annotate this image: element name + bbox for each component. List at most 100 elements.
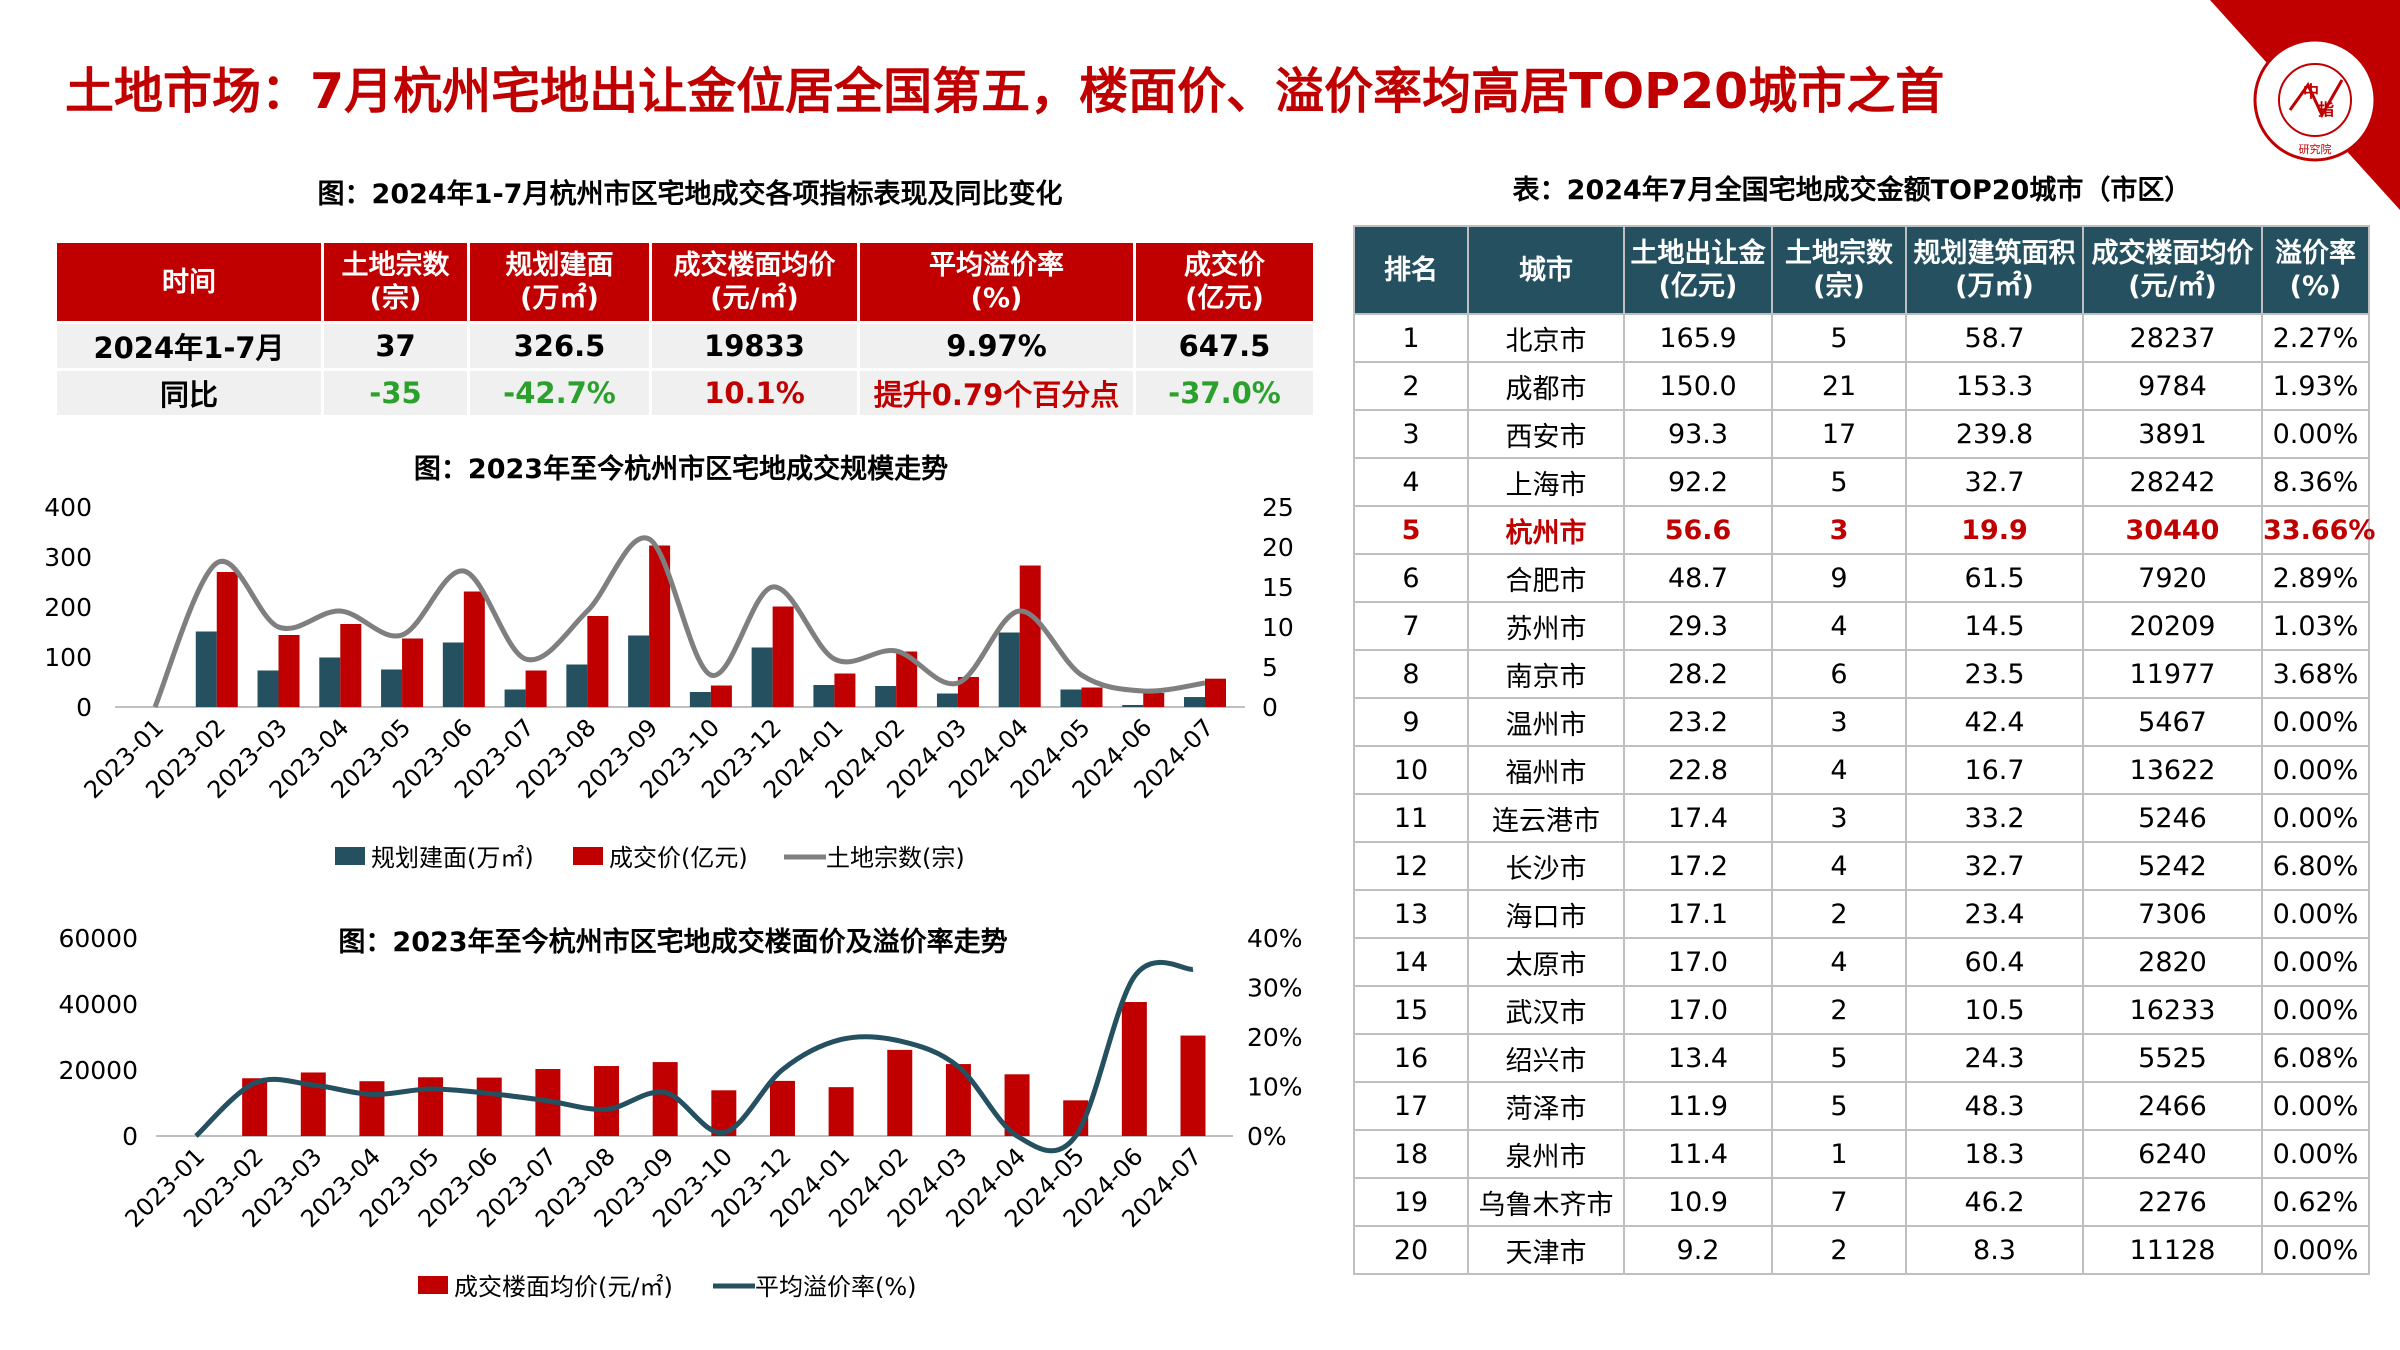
table-cell: 绍兴市: [1467, 1033, 1625, 1083]
table-cell: 太原市: [1467, 937, 1625, 987]
table-cell: 647.5: [1133, 321, 1316, 371]
table-cell: 46.2: [1905, 1177, 2084, 1227]
top-table-caption: 图：2024年1-7月杭州市区宅地成交各项指标表现及同比变化: [317, 179, 1063, 210]
table-cell: 23.4: [1905, 889, 2084, 939]
table-cell: 福州市: [1467, 745, 1625, 795]
legend-label: 规划建面(万㎡): [371, 844, 534, 872]
table-cell: 2: [1771, 985, 1907, 1035]
table-row: 1 北京市 165.9 5 58.7 28237 2.27%: [1353, 313, 2370, 363]
table-cell: 29.3: [1623, 601, 1773, 651]
table-cell: 48.7: [1623, 553, 1773, 603]
table-cell: 5: [1771, 1081, 1907, 1131]
table-cell: 苏州市: [1467, 601, 1625, 651]
header-unit: (万㎡): [520, 283, 599, 314]
table-row: 7 苏州市 29.3 4 14.5 20209 1.03%: [1353, 601, 2370, 651]
table-cell: 32.7: [1905, 841, 2084, 891]
china-index-academy-logo: 中 指 研究院: [2253, 38, 2377, 162]
table-cell: 37: [321, 321, 470, 371]
header-unit: (%): [970, 283, 1023, 314]
table-row: 3 西安市 93.3 17 239.8 3891 0.00%: [1353, 409, 2370, 459]
bar-1: [476, 1077, 502, 1136]
bar-1: [418, 1077, 444, 1136]
page-title: 土地市场：7月杭州宅地出让金位居全国第五，楼面价、溢价率均高居TOP20城市之首: [65, 63, 1945, 120]
header-unit: (宗): [1813, 271, 1865, 302]
table-cell: 泉州市: [1467, 1129, 1625, 1179]
table-cell: 28242: [2082, 457, 2263, 507]
header-unit: (亿元): [1185, 283, 1264, 314]
column-header: 成交价 (亿元): [1133, 240, 1316, 324]
table-row: 14 太原市 17.0 4 60.4 2820 0.00%: [1353, 937, 2370, 987]
table-cell: 合肥市: [1467, 553, 1625, 603]
header-label: 土地宗数: [341, 250, 450, 281]
bar-1: [828, 1087, 854, 1136]
bar-2: [1019, 565, 1041, 707]
table-cell: 16.7: [1905, 745, 2084, 795]
table-cell: 9.2: [1623, 1225, 1773, 1275]
legend-label: 成交楼面均价(元/㎡): [454, 1273, 673, 1301]
bar-1: [689, 692, 711, 707]
table-row: 6 合肥市 48.7 9 61.5 7920 2.89%: [1353, 553, 2370, 603]
table-row: 8 南京市 28.2 6 23.5 11977 3.68%: [1353, 649, 2370, 699]
table-cell: 150.0: [1623, 361, 1773, 411]
table-cell: 18.3: [1905, 1129, 2084, 1179]
top20-city-table: 排名 城市 土地出让金 (亿元) 土地宗数 (宗) 规划建筑面积 (万㎡) 成交楼面均价 (元/㎡…: [1353, 225, 2375, 1275]
table-cell: -37.0%: [1133, 368, 1316, 418]
table-row: 4 上海市 92.2 5 32.7 28242 8.36%: [1353, 457, 2370, 507]
svg-text:中: 中: [2303, 82, 2319, 101]
bar-1: [1060, 689, 1082, 707]
bar-1: [319, 657, 341, 707]
bar-1: [1121, 1002, 1147, 1136]
header-label: 规划建筑面积: [1913, 238, 2076, 269]
table-cell: 33.2: [1905, 793, 2084, 843]
table-row: 13 海口市 17.1 2 23.4 7306 0.00%: [1353, 889, 2370, 939]
table-cell: 3: [1353, 409, 1469, 459]
table-cell: 7920: [2082, 553, 2263, 603]
bar-1: [257, 670, 279, 707]
table-cell: 17.4: [1623, 793, 1773, 843]
bar-1: [195, 631, 217, 707]
bar-1: [751, 647, 773, 707]
table-cell: 长沙市: [1467, 841, 1625, 891]
table-cell: 56.6: [1623, 505, 1773, 555]
bar-2: [340, 624, 362, 707]
table-cell: 165.9: [1623, 313, 1773, 363]
table-cell: 28237: [2082, 313, 2263, 363]
table-cell: 2276: [2082, 1177, 2263, 1227]
bar-2: [402, 638, 424, 707]
table-cell: 武汉市: [1467, 985, 1625, 1035]
column-header: 规划建面 (万㎡): [467, 240, 652, 324]
table-cell: 17.0: [1623, 937, 1773, 987]
table-cell: 17: [1353, 1081, 1469, 1131]
bar-2: [278, 635, 300, 707]
table-cell: 0.00%: [2261, 409, 2370, 459]
header-label: 城市: [1519, 254, 1573, 286]
header-label: 时间: [162, 266, 216, 298]
table-cell: 19833: [649, 321, 860, 371]
table-cell: 0.00%: [2261, 889, 2370, 939]
table-cell: 19: [1353, 1177, 1469, 1227]
table-row: 16 绍兴市 13.4 5 24.3 5525 6.08%: [1353, 1033, 2370, 1083]
table-cell: 33.66%: [2261, 505, 2375, 555]
bar-1: [875, 686, 897, 707]
y2-tick-label: 0: [1262, 693, 1278, 722]
table-cell: 7306: [2082, 889, 2263, 939]
table-cell: 13: [1353, 889, 1469, 939]
table-row: 5 杭州市 56.6 3 19.9 30440 33.66%: [1353, 505, 2375, 555]
column-header: 成交楼面均价 (元/㎡): [2082, 225, 2263, 315]
table-cell: 7: [1353, 601, 1469, 651]
table-cell: 0.00%: [2261, 985, 2370, 1035]
table-cell: 3891: [2082, 409, 2263, 459]
table-cell: 14.5: [1905, 601, 2084, 651]
table-row: 10 福州市 22.8 4 16.7 13622 0.00%: [1353, 745, 2370, 795]
column-header: 土地出让金 (亿元): [1623, 225, 1773, 315]
table-cell: 15: [1353, 985, 1469, 1035]
table-cell: 19.9: [1905, 505, 2084, 555]
y-tick-label: 400: [44, 493, 92, 522]
table-cell: 11: [1353, 793, 1469, 843]
y-tick-label: 0: [76, 693, 92, 722]
table-cell: 西安市: [1467, 409, 1625, 459]
bar-1: [566, 664, 588, 707]
price-premium-chart: 02000040000600000%10%20%30%40%2023-01202…: [58, 924, 1302, 1301]
table-cell: 2820: [2082, 937, 2263, 987]
table-cell: 17.1: [1623, 889, 1773, 939]
